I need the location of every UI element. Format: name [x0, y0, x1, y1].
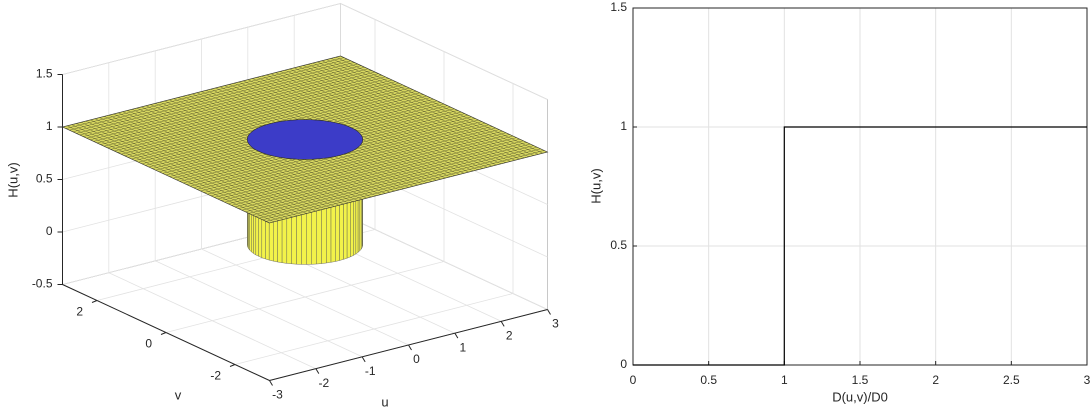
x-tick-label: 0.5	[700, 373, 717, 387]
mesh-line	[303, 65, 511, 162]
tick-mark	[500, 321, 505, 327]
data-line	[633, 126, 1087, 366]
mesh-line	[76, 62, 355, 134]
mesh-line	[317, 61, 525, 159]
tick-mark	[229, 364, 236, 367]
u-axis	[269, 309, 548, 381]
mesh	[62, 56, 548, 223]
tick-mark	[361, 356, 366, 363]
z-tick-label: 0	[46, 224, 53, 238]
u-tick-label: 0	[413, 352, 420, 366]
mesh-line	[312, 62, 520, 160]
mesh-line	[79, 63, 358, 136]
axes-box	[632, 7, 1088, 366]
mesh-line	[331, 58, 539, 155]
mesh-line	[307, 64, 516, 161]
mesh-line	[65, 57, 344, 129]
mesh-line	[69, 59, 348, 131]
mesh-line	[96, 71, 376, 144]
z-tick-label: 1	[46, 119, 53, 133]
u-tick-label: 2	[506, 329, 513, 343]
y-tick-label: 1.5	[610, 0, 627, 14]
x-tick-label: 2.5	[1003, 373, 1020, 387]
mesh-line	[62, 56, 341, 128]
tick-mark	[160, 332, 167, 335]
mesh-line	[90, 68, 369, 140]
u-tick-label: -3	[272, 388, 283, 402]
tick-mark	[91, 300, 98, 303]
x-tick-label: 2	[932, 373, 939, 387]
mesh-line	[321, 60, 530, 157]
z-tick-label: 0.5	[36, 172, 53, 186]
tick-mark	[315, 368, 320, 374]
v-tick-label: 2	[76, 305, 83, 319]
grid-line	[62, 3, 548, 100]
x-axis-label: D(u,v)/D0	[832, 389, 888, 404]
v-axis-label: v	[175, 387, 182, 402]
mesh-line	[86, 67, 365, 139]
u-axis-label: u	[381, 394, 388, 409]
surface	[61, 55, 549, 265]
v-tick-label: 0	[145, 337, 152, 351]
y-tick-label: 0.5	[610, 238, 627, 252]
z-tick-label: -0.5	[32, 277, 53, 291]
tick-mark	[408, 344, 412, 351]
x-tick-label: 0	[630, 373, 637, 387]
mesh-line	[335, 57, 543, 154]
u-tick-label: 1	[459, 340, 466, 354]
mesh-line	[340, 56, 548, 153]
u-tick-label: -2	[318, 376, 329, 390]
mesh-line	[326, 59, 534, 156]
u-tick-label: -1	[365, 364, 376, 378]
mesh-line	[298, 66, 506, 163]
mesh-line	[83, 65, 362, 137]
z-tick-label: 1.5	[36, 67, 53, 81]
z-axis-label: H(u,v)	[5, 162, 20, 197]
mesh-line	[93, 70, 372, 142]
y-tick-label: 1	[620, 119, 627, 133]
y-tick-label: 0	[620, 357, 627, 371]
y-axis-label: H(u,v)	[588, 168, 603, 203]
tick-mark	[269, 380, 273, 386]
x-tick-label: 3	[1084, 373, 1091, 387]
x-tick-label: 1.5	[852, 373, 869, 387]
mesh-line	[72, 60, 351, 132]
v-axis	[62, 284, 270, 381]
tick-mark	[547, 309, 551, 315]
v-tick-label: -2	[210, 369, 221, 383]
x-tick-label: 1	[781, 373, 788, 387]
tick-mark	[454, 332, 459, 339]
u-tick-label: 3	[552, 317, 559, 331]
